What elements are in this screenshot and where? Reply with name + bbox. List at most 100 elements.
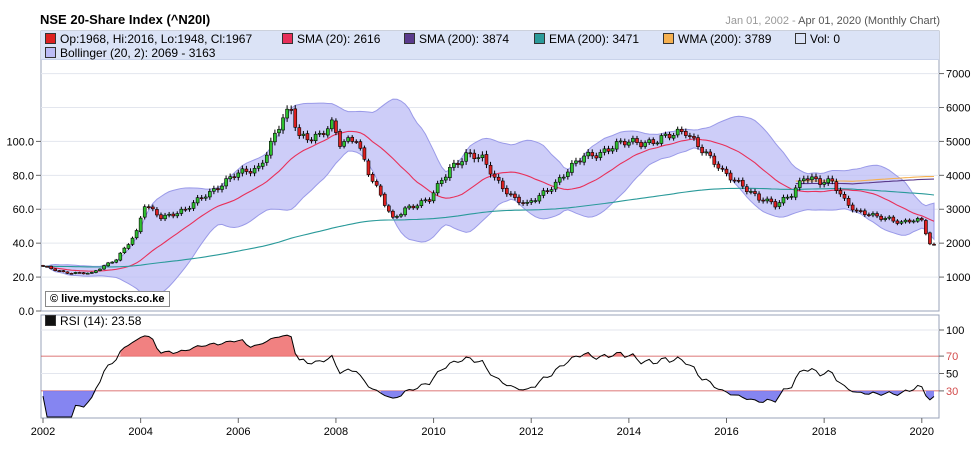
candlestick — [342, 139, 346, 149]
candlestick — [537, 192, 542, 204]
candlestick — [818, 175, 822, 188]
candlestick — [350, 135, 355, 144]
candlestick — [606, 145, 611, 155]
candle-body — [289, 108, 293, 111]
candle-body — [728, 172, 733, 181]
candle-body — [773, 201, 778, 208]
candle-body — [65, 271, 70, 274]
sma20-swatch — [282, 33, 293, 44]
candle-body — [765, 198, 769, 202]
candlestick — [273, 129, 277, 146]
candlestick — [924, 218, 928, 236]
candlestick — [49, 265, 53, 270]
candlestick — [488, 161, 493, 178]
candle-body — [90, 272, 94, 274]
indicator-legend: Op:1968, Hi:2016, Lo:1948, Cl:1967 SMA (… — [41, 31, 939, 60]
candle-body — [602, 148, 607, 153]
candlestick — [167, 211, 171, 218]
candlestick — [53, 268, 58, 272]
candlestick — [712, 153, 717, 168]
candle-body — [842, 194, 847, 199]
candle-body — [671, 135, 676, 139]
left-tick-label: 20.0 — [13, 272, 34, 284]
candlestick — [582, 152, 586, 166]
candlestick — [802, 175, 806, 184]
candlestick — [907, 218, 912, 224]
candlestick — [842, 191, 847, 201]
candlestick — [700, 144, 704, 156]
candlestick — [232, 173, 237, 181]
legend-wma200[interactable]: WMA (200): 3789 — [663, 32, 771, 46]
candlestick — [228, 173, 232, 182]
candlestick — [663, 131, 668, 138]
candle-body — [142, 206, 147, 218]
legend-sma20[interactable]: SMA (20): 2616 — [282, 32, 380, 46]
candle-body — [736, 180, 741, 182]
candlestick — [500, 177, 505, 192]
time-tick-label: 2008 — [324, 426, 348, 438]
candle-body — [586, 151, 590, 157]
candlestick — [525, 199, 529, 206]
legend-ema200[interactable]: EMA (200): 3471 — [534, 32, 639, 46]
candlestick — [374, 179, 379, 188]
candle-body — [818, 178, 822, 185]
candlestick — [810, 173, 814, 183]
legend-rsi-text: RSI (14): 23.58 — [60, 314, 142, 328]
candle-body — [887, 216, 892, 219]
candlestick — [297, 124, 302, 139]
candle-body — [403, 207, 407, 216]
candlestick — [496, 174, 501, 184]
time-tick-label: 2020 — [910, 426, 934, 438]
candle-body — [521, 202, 525, 204]
legend-sma200[interactable]: SMA (200): 3874 — [404, 32, 509, 46]
candlestick — [513, 191, 517, 201]
candle-body — [517, 196, 521, 203]
candle-body — [911, 220, 916, 223]
candle-body — [643, 142, 647, 147]
candlestick — [94, 269, 98, 274]
candle-body — [500, 180, 505, 190]
candle-body — [879, 215, 883, 220]
candle-body — [635, 138, 639, 143]
candlestick — [635, 135, 639, 146]
candlestick — [826, 175, 831, 186]
candlestick — [480, 151, 485, 162]
candlestick — [419, 198, 424, 208]
candle-body — [130, 237, 135, 245]
candlestick — [915, 216, 920, 223]
candlestick — [854, 207, 859, 213]
price-tick-label: 2000 — [946, 238, 970, 250]
ohlc-swatch — [45, 33, 56, 44]
candlestick — [578, 157, 582, 165]
candlestick — [142, 204, 147, 220]
legend-ohlc[interactable]: Op:1968, Hi:2016, Lo:1948, Cl:1967 — [45, 32, 252, 46]
candlestick — [387, 204, 391, 213]
candlestick — [346, 135, 350, 144]
candlestick — [305, 130, 310, 143]
candle-body — [740, 179, 745, 187]
rsi-legend[interactable]: RSI (14): 23.58 — [41, 315, 939, 328]
candle-body — [549, 189, 554, 192]
candlestick — [761, 197, 765, 204]
date-end: Apr 01, 2020 — [798, 15, 862, 27]
candlestick — [659, 133, 664, 146]
candle-body — [594, 155, 599, 159]
candlestick — [338, 128, 342, 149]
legend-bollinger[interactable]: Bollinger (20, 2): 2069 - 3163 — [45, 46, 215, 60]
candlestick — [57, 270, 62, 272]
candle-body — [362, 147, 367, 160]
candle-body — [464, 152, 468, 162]
candle-body — [431, 192, 436, 202]
candle-body — [618, 140, 623, 143]
candlestick — [411, 204, 416, 210]
candle-body — [358, 141, 363, 149]
candle-body — [191, 202, 196, 209]
candle-body — [77, 272, 82, 274]
candlestick — [456, 159, 460, 169]
candle-body — [277, 129, 281, 134]
candle-body — [212, 188, 216, 192]
legend-volume[interactable]: Vol: 0 — [795, 32, 840, 46]
candle-body — [114, 259, 119, 263]
candle-body — [696, 137, 700, 147]
candlestick — [899, 220, 904, 225]
